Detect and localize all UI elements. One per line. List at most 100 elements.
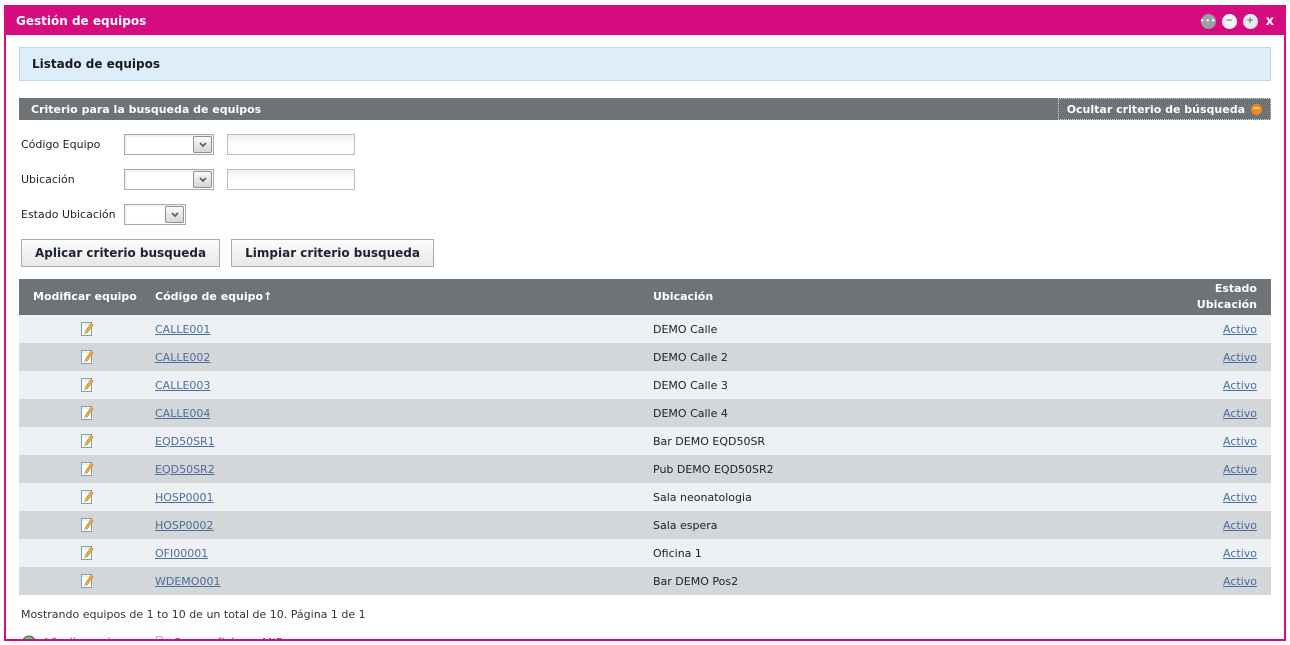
options-icon[interactable]: ••• bbox=[1200, 13, 1216, 29]
maximize-icon[interactable]: + bbox=[1242, 13, 1258, 29]
status-link[interactable]: Activo bbox=[1223, 406, 1257, 420]
footer-links: Añadir equipo Cargar fichero MIP bbox=[21, 635, 1271, 639]
equipment-code-link[interactable]: EQD50SR1 bbox=[155, 434, 215, 448]
search-criteria-header: Criterio para la busqueda de equipos Ocu… bbox=[19, 98, 1271, 120]
equipment-code-link[interactable]: CALLE001 bbox=[155, 322, 211, 336]
ubicacion-operator-select[interactable] bbox=[124, 169, 214, 190]
estado-ubicacion-label: Estado Ubicación bbox=[21, 208, 116, 221]
chevron-down-icon[interactable] bbox=[193, 136, 212, 153]
add-equipment-link[interactable]: Añadir equipo bbox=[21, 635, 126, 639]
form-row-codigo-equipo: Código Equipo bbox=[21, 134, 1271, 155]
equipment-management-window: Gestión de equipos ••• − + x Listado de … bbox=[4, 5, 1286, 641]
hide-criteria-label: Ocultar criterio de búsqueda bbox=[1066, 102, 1245, 116]
criteria-buttons: Aplicar criterio busqueda Limpiar criter… bbox=[21, 239, 1271, 267]
edit-equipment-button[interactable] bbox=[79, 462, 95, 476]
window-controls: ••• − + x bbox=[1200, 13, 1274, 29]
apply-criteria-button[interactable]: Aplicar criterio busqueda bbox=[21, 239, 221, 267]
edit-cell bbox=[19, 343, 155, 371]
table-row: WDEMO001 Bar DEMO Pos2 Activo bbox=[19, 567, 1271, 595]
location-cell: Bar DEMO EQD50SR bbox=[653, 434, 766, 448]
clear-criteria-button[interactable]: Limpiar criterio busqueda bbox=[231, 239, 434, 267]
table-row: EQD50SR1 Bar DEMO EQD50SR Activo bbox=[19, 427, 1271, 455]
location-cell: DEMO Calle 2 bbox=[653, 350, 728, 364]
status-link[interactable]: Activo bbox=[1223, 378, 1257, 392]
edit-cell bbox=[19, 455, 155, 483]
chevron-down-icon[interactable] bbox=[193, 171, 212, 188]
location-cell: Bar DEMO Pos2 bbox=[653, 574, 739, 588]
close-icon[interactable]: x bbox=[1265, 13, 1274, 29]
status-link[interactable]: Activo bbox=[1223, 574, 1257, 588]
edit-cell bbox=[19, 427, 155, 455]
window-title: Gestión de equipos bbox=[16, 14, 147, 28]
status-link[interactable]: Activo bbox=[1223, 322, 1257, 336]
table-row: CALLE003 DEMO Calle 3 Activo bbox=[19, 371, 1271, 399]
edit-equipment-button[interactable] bbox=[79, 378, 95, 392]
table-row: OFI00001 Oficina 1 Activo bbox=[19, 539, 1271, 567]
location-cell: Oficina 1 bbox=[653, 546, 702, 560]
table-row: EQD50SR2 Pub DEMO EQD50SR2 Activo bbox=[19, 455, 1271, 483]
edit-cell bbox=[19, 315, 155, 343]
equipment-code-link[interactable]: CALLE004 bbox=[155, 406, 211, 420]
load-mip-file-link[interactable]: Cargar fichero MIP bbox=[152, 635, 283, 639]
edit-equipment-button[interactable] bbox=[79, 406, 95, 420]
equipment-code-link[interactable]: CALLE003 bbox=[155, 378, 211, 392]
edit-cell bbox=[19, 371, 155, 399]
edit-pencil-icon bbox=[81, 490, 94, 504]
status-link[interactable]: Activo bbox=[1223, 546, 1257, 560]
header-status: Estado Ubicación bbox=[1179, 279, 1271, 315]
edit-cell bbox=[19, 567, 155, 595]
add-plus-icon bbox=[22, 635, 36, 639]
edit-equipment-button[interactable] bbox=[79, 350, 95, 364]
status-link[interactable]: Activo bbox=[1223, 350, 1257, 364]
edit-equipment-button[interactable] bbox=[79, 518, 95, 532]
edit-equipment-button[interactable] bbox=[79, 434, 95, 448]
edit-pencil-icon bbox=[81, 350, 94, 364]
hide-criteria-button[interactable]: Ocultar criterio de búsqueda − bbox=[1057, 98, 1271, 120]
form-row-ubicacion: Ubicación bbox=[21, 169, 1271, 190]
status-link[interactable]: Activo bbox=[1223, 518, 1257, 532]
edit-pencil-icon bbox=[81, 518, 94, 532]
location-cell: Sala neonatologia bbox=[653, 490, 752, 504]
codigo-equipo-input[interactable] bbox=[227, 134, 355, 155]
status-link[interactable]: Activo bbox=[1223, 434, 1257, 448]
equipment-code-link[interactable]: EQD50SR2 bbox=[155, 462, 215, 476]
equipment-code-link[interactable]: CALLE002 bbox=[155, 350, 211, 364]
location-cell: DEMO Calle 4 bbox=[653, 406, 728, 420]
edit-equipment-button[interactable] bbox=[79, 490, 95, 504]
ubicacion-label: Ubicación bbox=[21, 173, 75, 186]
edit-equipment-button[interactable] bbox=[79, 322, 95, 336]
equipment-code-link[interactable]: HOSP0002 bbox=[155, 518, 214, 532]
edit-equipment-button[interactable] bbox=[79, 574, 95, 588]
location-cell: Sala espera bbox=[653, 518, 718, 532]
edit-pencil-icon bbox=[81, 322, 94, 336]
header-modify: Modificar equipo bbox=[19, 279, 155, 315]
edit-pencil-icon bbox=[81, 546, 94, 560]
estado-ubicacion-select[interactable] bbox=[124, 204, 186, 225]
equipment-code-link[interactable]: OFI00001 bbox=[155, 546, 209, 560]
search-criteria-title: Criterio para la busqueda de equipos bbox=[31, 102, 262, 116]
table-row: HOSP0001 Sala neonatologia Activo bbox=[19, 483, 1271, 511]
page-title: Listado de equipos bbox=[19, 47, 1271, 81]
table-row: CALLE004 DEMO Calle 4 Activo bbox=[19, 399, 1271, 427]
minimize-icon[interactable]: − bbox=[1221, 13, 1237, 29]
status-link[interactable]: Activo bbox=[1223, 462, 1257, 476]
edit-pencil-icon bbox=[81, 406, 94, 420]
ubicacion-input[interactable] bbox=[227, 169, 355, 190]
table-row: CALLE001 DEMO Calle Activo bbox=[19, 315, 1271, 343]
edit-equipment-button[interactable] bbox=[79, 546, 95, 560]
status-link[interactable]: Activo bbox=[1223, 490, 1257, 504]
window-content: Listado de equipos Criterio para la busq… bbox=[6, 35, 1284, 639]
chevron-down-icon[interactable] bbox=[165, 206, 184, 223]
header-location: Ubicación bbox=[653, 279, 1179, 315]
location-cell: Pub DEMO EQD50SR2 bbox=[653, 462, 774, 476]
edit-cell bbox=[19, 511, 155, 539]
edit-cell bbox=[19, 483, 155, 511]
equipment-code-link[interactable]: WDEMO001 bbox=[155, 574, 221, 588]
codigo-equipo-label: Código Equipo bbox=[21, 138, 101, 151]
location-cell: DEMO Calle 3 bbox=[653, 378, 728, 392]
location-cell: DEMO Calle bbox=[653, 322, 718, 336]
codigo-equipo-operator-select[interactable] bbox=[124, 134, 214, 155]
equipment-code-link[interactable]: HOSP0001 bbox=[155, 490, 214, 504]
edit-pencil-icon bbox=[81, 378, 94, 392]
header-code[interactable]: Código de equipo↑ bbox=[155, 279, 653, 315]
